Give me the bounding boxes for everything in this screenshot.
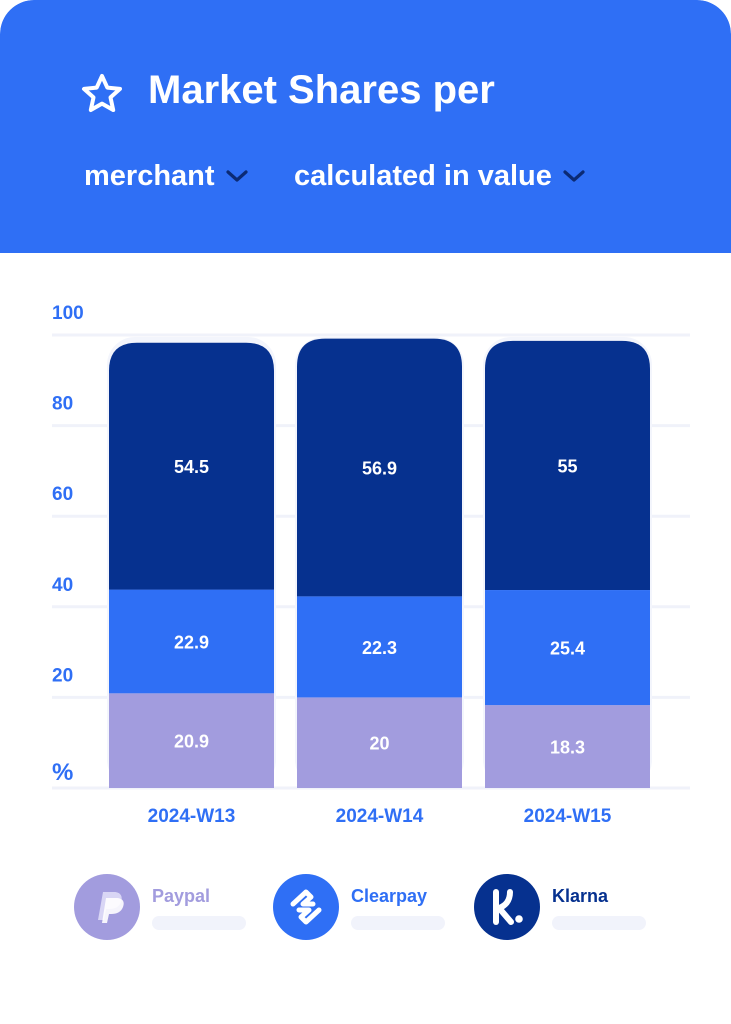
- stacked-bar-chart: 100 80 60 40 20% 20.9 22.9 54.5 2024-W13 20 22.3 56…: [52, 303, 690, 827]
- clearpay-arrows-icon: [273, 874, 339, 940]
- y-tick-label: 100: [52, 303, 84, 324]
- data-label: 20: [369, 734, 389, 754]
- legend-placeholder-bar: [552, 916, 646, 930]
- bar-segment-paypal: [109, 693, 274, 788]
- chevron-down-icon: [225, 170, 248, 182]
- calculation-dropdown-label: calculated in value: [294, 159, 552, 192]
- data-label: 56.9: [362, 459, 397, 479]
- paypal-logo-icon: [74, 874, 140, 940]
- chevron-down-icon: [563, 170, 585, 182]
- data-label: 22.9: [174, 632, 209, 652]
- star-icon[interactable]: [80, 72, 124, 116]
- x-tick-label: 2024-W13: [148, 806, 236, 827]
- merchant-dropdown[interactable]: merchant: [84, 156, 249, 196]
- y-tick-label: %: [52, 759, 73, 786]
- legend-placeholder-bar: [152, 916, 246, 930]
- page-title: Market Shares per: [148, 68, 495, 112]
- bar-segment-klarna: [485, 340, 650, 591]
- x-tick-label: 2024-W15: [524, 806, 612, 827]
- y-tick-label: 20: [52, 665, 73, 686]
- merchant-dropdown-label: merchant: [84, 159, 215, 192]
- data-label: 20.9: [174, 732, 209, 752]
- legend-label: Paypal: [152, 886, 211, 906]
- klarna-k-icon: [474, 874, 540, 940]
- data-label: 22.3: [362, 638, 397, 658]
- bar-segment-clearpay: [297, 596, 462, 698]
- bar-segment-clearpay: [109, 589, 274, 694]
- y-tick-label: 80: [52, 394, 73, 415]
- card-header: Market Shares per merchant calculated in…: [0, 0, 731, 253]
- x-tick-label: 2024-W14: [336, 806, 424, 827]
- data-label: 25.4: [550, 639, 585, 659]
- data-label: 18.3: [550, 738, 585, 758]
- bar-segment-paypal: [297, 697, 462, 788]
- legend-label: Clearpay: [351, 886, 428, 906]
- bar-segment-paypal: [485, 705, 650, 788]
- calculation-dropdown[interactable]: calculated in value: [294, 156, 586, 196]
- bar-segment-klarna: [109, 342, 274, 590]
- bar-segment-klarna: [297, 338, 462, 597]
- bar-segment-clearpay: [485, 590, 650, 706]
- y-tick-label: 40: [52, 575, 73, 596]
- legend-label: Klarna: [552, 886, 609, 906]
- data-label: 55: [557, 456, 577, 476]
- legend-placeholder-bar: [351, 916, 445, 930]
- y-tick-label: 60: [52, 484, 73, 505]
- data-label: 54.5: [174, 457, 209, 477]
